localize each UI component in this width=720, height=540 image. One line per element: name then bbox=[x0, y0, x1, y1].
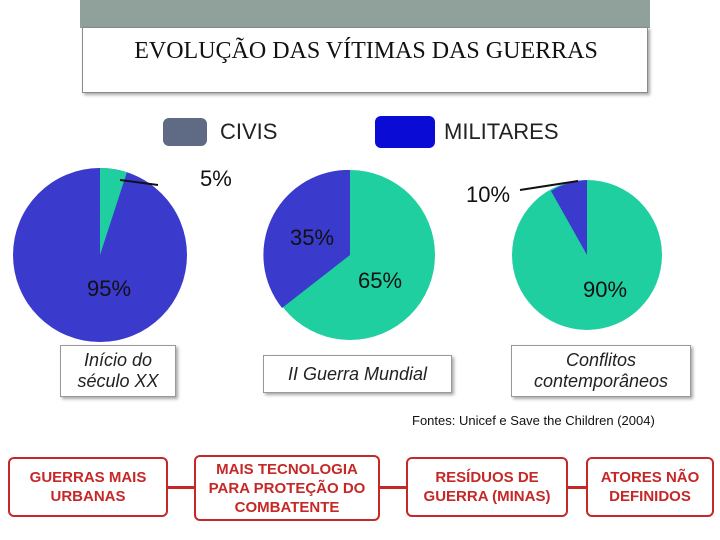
pie-ii-guerra bbox=[263, 170, 435, 340]
caption-ii-guerra: II Guerra Mundial bbox=[263, 355, 452, 393]
pie2-civilian-pct: 65% bbox=[358, 268, 403, 293]
caption-inicio-seculo-xx: Início do século XX bbox=[60, 345, 176, 397]
pie3-civilian-pct: 90% bbox=[583, 277, 628, 302]
pie2-military-slice bbox=[263, 170, 350, 308]
cause-guerras-urbanas: GUERRAS MAIS URBANAS bbox=[8, 457, 168, 517]
connector-2 bbox=[380, 486, 406, 489]
cause-residuos-minas: RESÍDUOS DE GUERRA (MINAS) bbox=[406, 457, 568, 517]
connector-3 bbox=[568, 486, 586, 489]
pie3-military-slice bbox=[551, 180, 587, 255]
header-band-gap-left bbox=[0, 0, 80, 28]
pie-inicio-seculo-xx bbox=[13, 168, 187, 342]
pie3-military-pct: 10% bbox=[466, 182, 511, 207]
legend-swatch-civis bbox=[163, 118, 207, 146]
legend-swatch-militares bbox=[375, 116, 435, 148]
header-band bbox=[0, 0, 720, 28]
title-box: EVOLUÇÃO DAS VÍTIMAS DAS GUERRAS bbox=[82, 27, 648, 93]
pie1-leader-line bbox=[119, 179, 159, 186]
pie-conflitos-contemporaneos bbox=[512, 180, 662, 330]
cause-mais-tecnologia: MAIS TECNOLOGIA PARA PROTEÇÃO DO COMBATE… bbox=[194, 455, 380, 521]
pie3-leader-line bbox=[519, 180, 579, 191]
legend-label-militares: MILITARES bbox=[444, 119, 559, 144]
source-note: Fontes: Unicef e Save the Children (2004… bbox=[412, 413, 655, 428]
caption-conflitos: Conflitos contemporâneos bbox=[511, 345, 691, 397]
page-title: EVOLUÇÃO DAS VÍTIMAS DAS GUERRAS bbox=[134, 38, 598, 64]
pie2-military-pct: 35% bbox=[290, 225, 335, 250]
pie1-civilian-pct: 5% bbox=[200, 166, 232, 191]
connector-1 bbox=[168, 486, 194, 489]
pie1-civilian-slice bbox=[100, 168, 127, 255]
pie1-military-pct: 95% bbox=[87, 276, 132, 301]
header-band-gap-right bbox=[650, 0, 720, 28]
cause-atores-nao-definidos: ATORES NÃO DEFINIDOS bbox=[586, 457, 714, 517]
legend-label-civis: CIVIS bbox=[220, 119, 278, 144]
